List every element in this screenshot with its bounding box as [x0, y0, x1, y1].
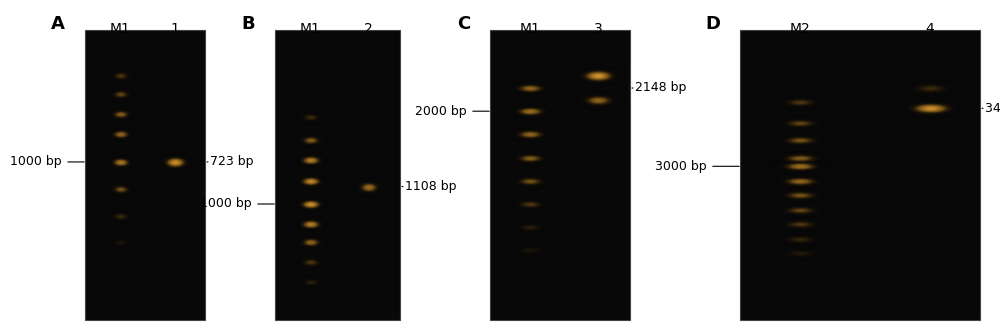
Text: M2: M2	[790, 22, 810, 36]
Text: 2: 2	[364, 22, 372, 36]
Text: 3: 3	[594, 22, 602, 36]
Text: 3000 bp: 3000 bp	[655, 160, 707, 173]
Bar	[740, 30, 980, 320]
Text: 2000 bp: 2000 bp	[415, 105, 467, 118]
Text: A: A	[51, 15, 65, 33]
Text: 2148 bp: 2148 bp	[635, 82, 686, 94]
Text: 4: 4	[926, 22, 934, 36]
Text: 1000 bp: 1000 bp	[200, 197, 252, 211]
Text: 1: 1	[171, 22, 179, 36]
Text: 723 bp: 723 bp	[210, 155, 254, 168]
Text: 3411 bp: 3411 bp	[985, 102, 1000, 115]
Text: C: C	[457, 15, 470, 33]
Bar	[85, 30, 205, 320]
Bar	[275, 30, 400, 320]
Text: M1: M1	[300, 22, 320, 36]
Text: D: D	[705, 15, 720, 33]
Text: M1: M1	[520, 22, 540, 36]
Text: M1: M1	[110, 22, 130, 36]
Text: B: B	[241, 15, 255, 33]
Bar	[490, 30, 630, 320]
Text: 1000 bp: 1000 bp	[10, 155, 62, 168]
Text: 1108 bp: 1108 bp	[405, 180, 456, 193]
